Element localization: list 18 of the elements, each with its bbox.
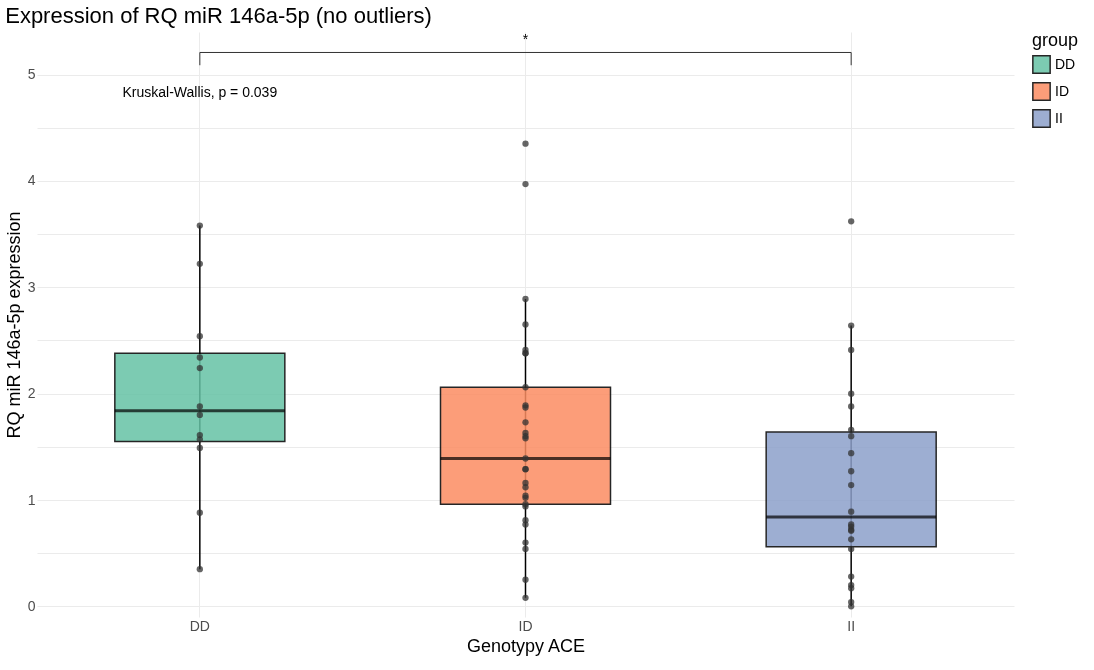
- x-axis-title: Genotypy ACE: [466, 635, 586, 656]
- legend-label: ID: [1055, 82, 1069, 99]
- x-tick-label: ID: [518, 617, 533, 634]
- y-tick-label: 0: [27, 597, 36, 614]
- annotation: *: [522, 31, 529, 48]
- y-tick-label: 1: [27, 491, 36, 508]
- y-axis-title: RQ miR 146a-5p expression: [3, 211, 24, 439]
- legend-label: II: [1055, 109, 1063, 126]
- annotation: Kruskal-Wallis, p = 0.039: [122, 84, 278, 101]
- y-tick-label: 5: [27, 66, 36, 83]
- y-tick-label: 3: [27, 278, 36, 295]
- legend-label: DD: [1055, 55, 1076, 72]
- legend-title: group: [1032, 30, 1079, 50]
- y-tick-label: 4: [27, 172, 36, 189]
- chart-title: Expression of RQ miR 146a-5p (no outliers): [5, 3, 432, 28]
- x-tick-label: DD: [189, 617, 210, 634]
- x-tick-label: II: [847, 617, 856, 634]
- y-tick-label: 2: [27, 385, 36, 402]
